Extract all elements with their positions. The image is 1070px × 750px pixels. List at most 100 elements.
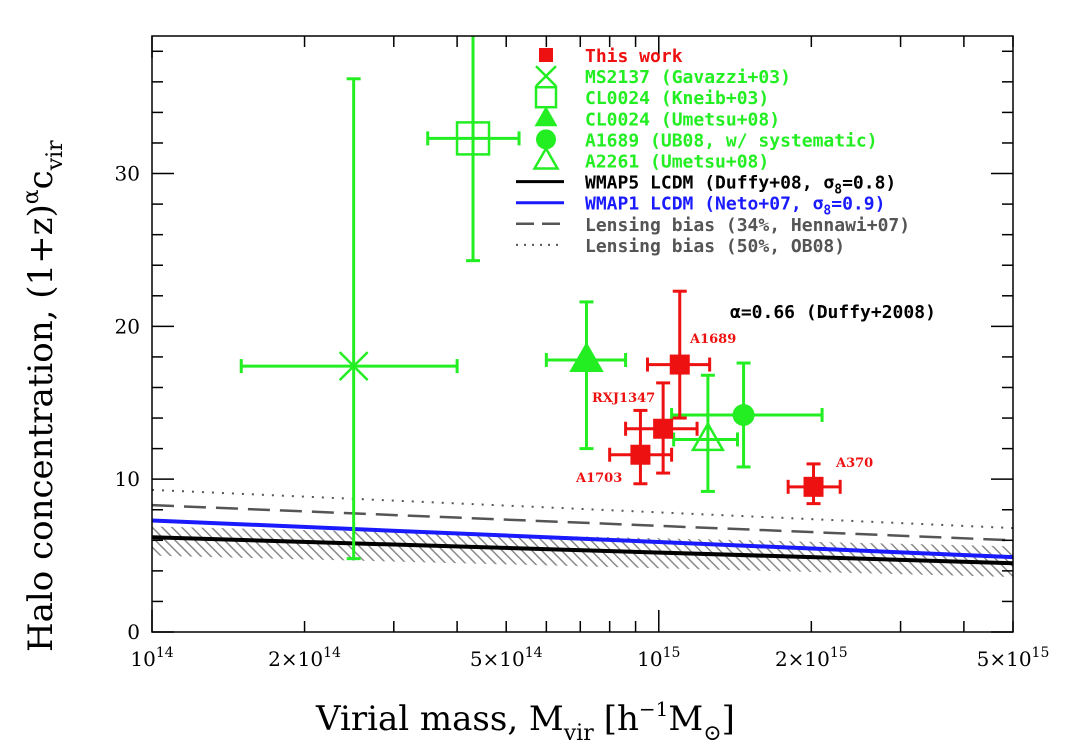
point-0-1: [624, 381, 699, 475]
model-line-dashed-2: [152, 503, 1013, 542]
y-axis-title: Halo concentration, (1+z)αcvir: [19, 140, 68, 652]
model-lines-layer: [152, 488, 1013, 566]
point-5-0: [672, 373, 739, 493]
legend-label-main: WMAP5 LCDM (Duffy+08, σ: [585, 173, 834, 194]
x-axis-title-unit-sup: −1: [639, 697, 668, 721]
x-tick-label: 1015: [637, 645, 680, 671]
point-1-0: [239, 77, 459, 561]
legend-marker: [539, 48, 553, 62]
open-square-marker: [455, 121, 491, 156]
filled-circle-marker: [732, 403, 755, 426]
legend-label: CL0024 (Kneib+03): [585, 88, 769, 109]
legend-marker: [535, 65, 557, 87]
x-tick-label-exp: 15: [1032, 645, 1050, 661]
x-tick-label-base: 10: [637, 647, 662, 671]
x-tick-label: 5×1014: [470, 645, 543, 671]
x-tick-label-base: 2×10: [775, 647, 830, 671]
legend-label-sub: 8: [834, 183, 842, 198]
legend-item-6: WMAP5 LCDM (Duffy+08, σ8=0.8): [516, 173, 896, 198]
data-points-layer: [239, 36, 842, 561]
x-axis-title-unit: [h: [604, 699, 639, 739]
label-rxj1347: RXJ1347: [592, 391, 655, 406]
legend-marker: [536, 129, 556, 150]
point-3-0: [544, 300, 628, 451]
y-axis-title-main: Halo concentration, (1+z): [21, 204, 61, 652]
y-tick-label: 30: [115, 162, 140, 186]
legend-marker: [532, 145, 560, 170]
label-a1703: A1703: [575, 471, 622, 486]
filled-square-marker: [669, 354, 690, 375]
x-axis-title-unit-sub: ⊙: [703, 721, 721, 746]
label-a1689: A1689: [689, 332, 736, 347]
y-tick-label: 10: [115, 467, 140, 491]
x-axis-title-main: Virial mass, M: [315, 699, 564, 739]
legend-label-main: WMAP1 LCDM (Neto+07, σ: [585, 194, 824, 215]
model-line-solid-1: [152, 518, 1013, 560]
filled-square-marker: [630, 444, 651, 465]
y-tick-label: 0: [127, 620, 140, 644]
y-axis-title-rest: c: [21, 170, 61, 189]
legend-label: Lensing bias (34%, Hennawi+07): [585, 215, 910, 236]
legend-label-sub: 8: [823, 204, 831, 219]
x-tick-label-base: 10: [130, 647, 155, 671]
point-0-3: [786, 462, 842, 506]
legend-label-rest: =0.8): [842, 173, 896, 194]
legend-item-2: CL0024 (Kneib+03): [534, 85, 769, 109]
alpha-annotation: α=0.66 (Duffy+2008): [730, 302, 936, 323]
filled-triangle-marker: [569, 341, 604, 372]
legend-marker: [534, 106, 558, 127]
legend-label: CL0024 (Umetsu+08): [585, 109, 780, 130]
x-axis-title: Virial mass, Mvir [h−1M⊙]: [315, 697, 735, 746]
filled-square-marker: [653, 418, 674, 439]
legend-item-5: A2261 (Umetsu+08): [532, 145, 769, 173]
legend-item-4: A1689 (UB08, w/ systematic): [536, 129, 878, 151]
label-a370: A370: [835, 456, 873, 471]
legend-label: MS2137 (Gavazzi+03): [585, 67, 791, 88]
y-axis-title-sub: vir: [43, 140, 68, 171]
legend-label: A1689 (UB08, w/ systematic): [585, 130, 878, 151]
point-0-2: [645, 289, 712, 420]
plot-frame: [151, 35, 1014, 633]
y-tick-label: 20: [115, 314, 140, 338]
cross-marker: [338, 351, 369, 381]
point-2-0: [426, 36, 521, 263]
model-line-dotted-3: [152, 488, 1013, 530]
point-0-0: [608, 408, 674, 486]
legend-label: Lensing bias (50%, OB08): [585, 236, 845, 257]
legend-label: WMAP5 LCDM (Duffy+08, σ8=0.8): [585, 173, 896, 198]
x-tick-label: 2×1014: [268, 645, 341, 671]
point-4-0: [670, 361, 824, 469]
x-tick-label: 5×1015: [977, 645, 1050, 671]
legend-item-9: Lensing bias (50%, OB08): [516, 236, 845, 257]
legend-label: This work: [585, 46, 683, 67]
x-tick-label-exp: 15: [830, 645, 848, 661]
x-tick-label-exp: 14: [156, 645, 174, 661]
legend-item-3: CL0024 (Umetsu+08): [534, 106, 780, 130]
x-axis-title-unit-rest: M: [668, 699, 703, 739]
x-tick-label-base: 2×10: [268, 647, 323, 671]
open-triangle-marker: [690, 421, 726, 452]
model-line-solid-0: [152, 535, 1013, 566]
legend-item-0: This work: [539, 46, 683, 67]
x-tick-label: 2×1015: [775, 645, 848, 671]
x-axis-title-sub: vir: [563, 721, 594, 746]
x-tick-label-base: 5×10: [470, 647, 525, 671]
x-tick-label-exp: 15: [663, 645, 681, 661]
legend-label-rest: =0.9): [831, 194, 885, 215]
legend-item-7: WMAP1 LCDM (Neto+07, σ8=0.9): [516, 194, 885, 219]
legend-label: A2261 (Umetsu+08): [585, 152, 769, 173]
legend-item-1: MS2137 (Gavazzi+03): [535, 65, 791, 88]
legend-item-8: Lensing bias (34%, Hennawi+07): [516, 215, 910, 236]
legend-marker: [534, 85, 558, 109]
legend-label: WMAP1 LCDM (Neto+07, σ8=0.9): [585, 194, 885, 219]
x-tick-label-base: 5×10: [977, 647, 1032, 671]
filled-square-marker: [803, 476, 824, 497]
x-tick-label-exp: 14: [323, 645, 341, 661]
y-axis-title-sup: α: [19, 189, 44, 204]
x-tick-label-exp: 14: [525, 645, 543, 661]
x-axis-title-unit-close: ]: [722, 699, 735, 739]
x-tick-label: 1014: [130, 645, 173, 671]
